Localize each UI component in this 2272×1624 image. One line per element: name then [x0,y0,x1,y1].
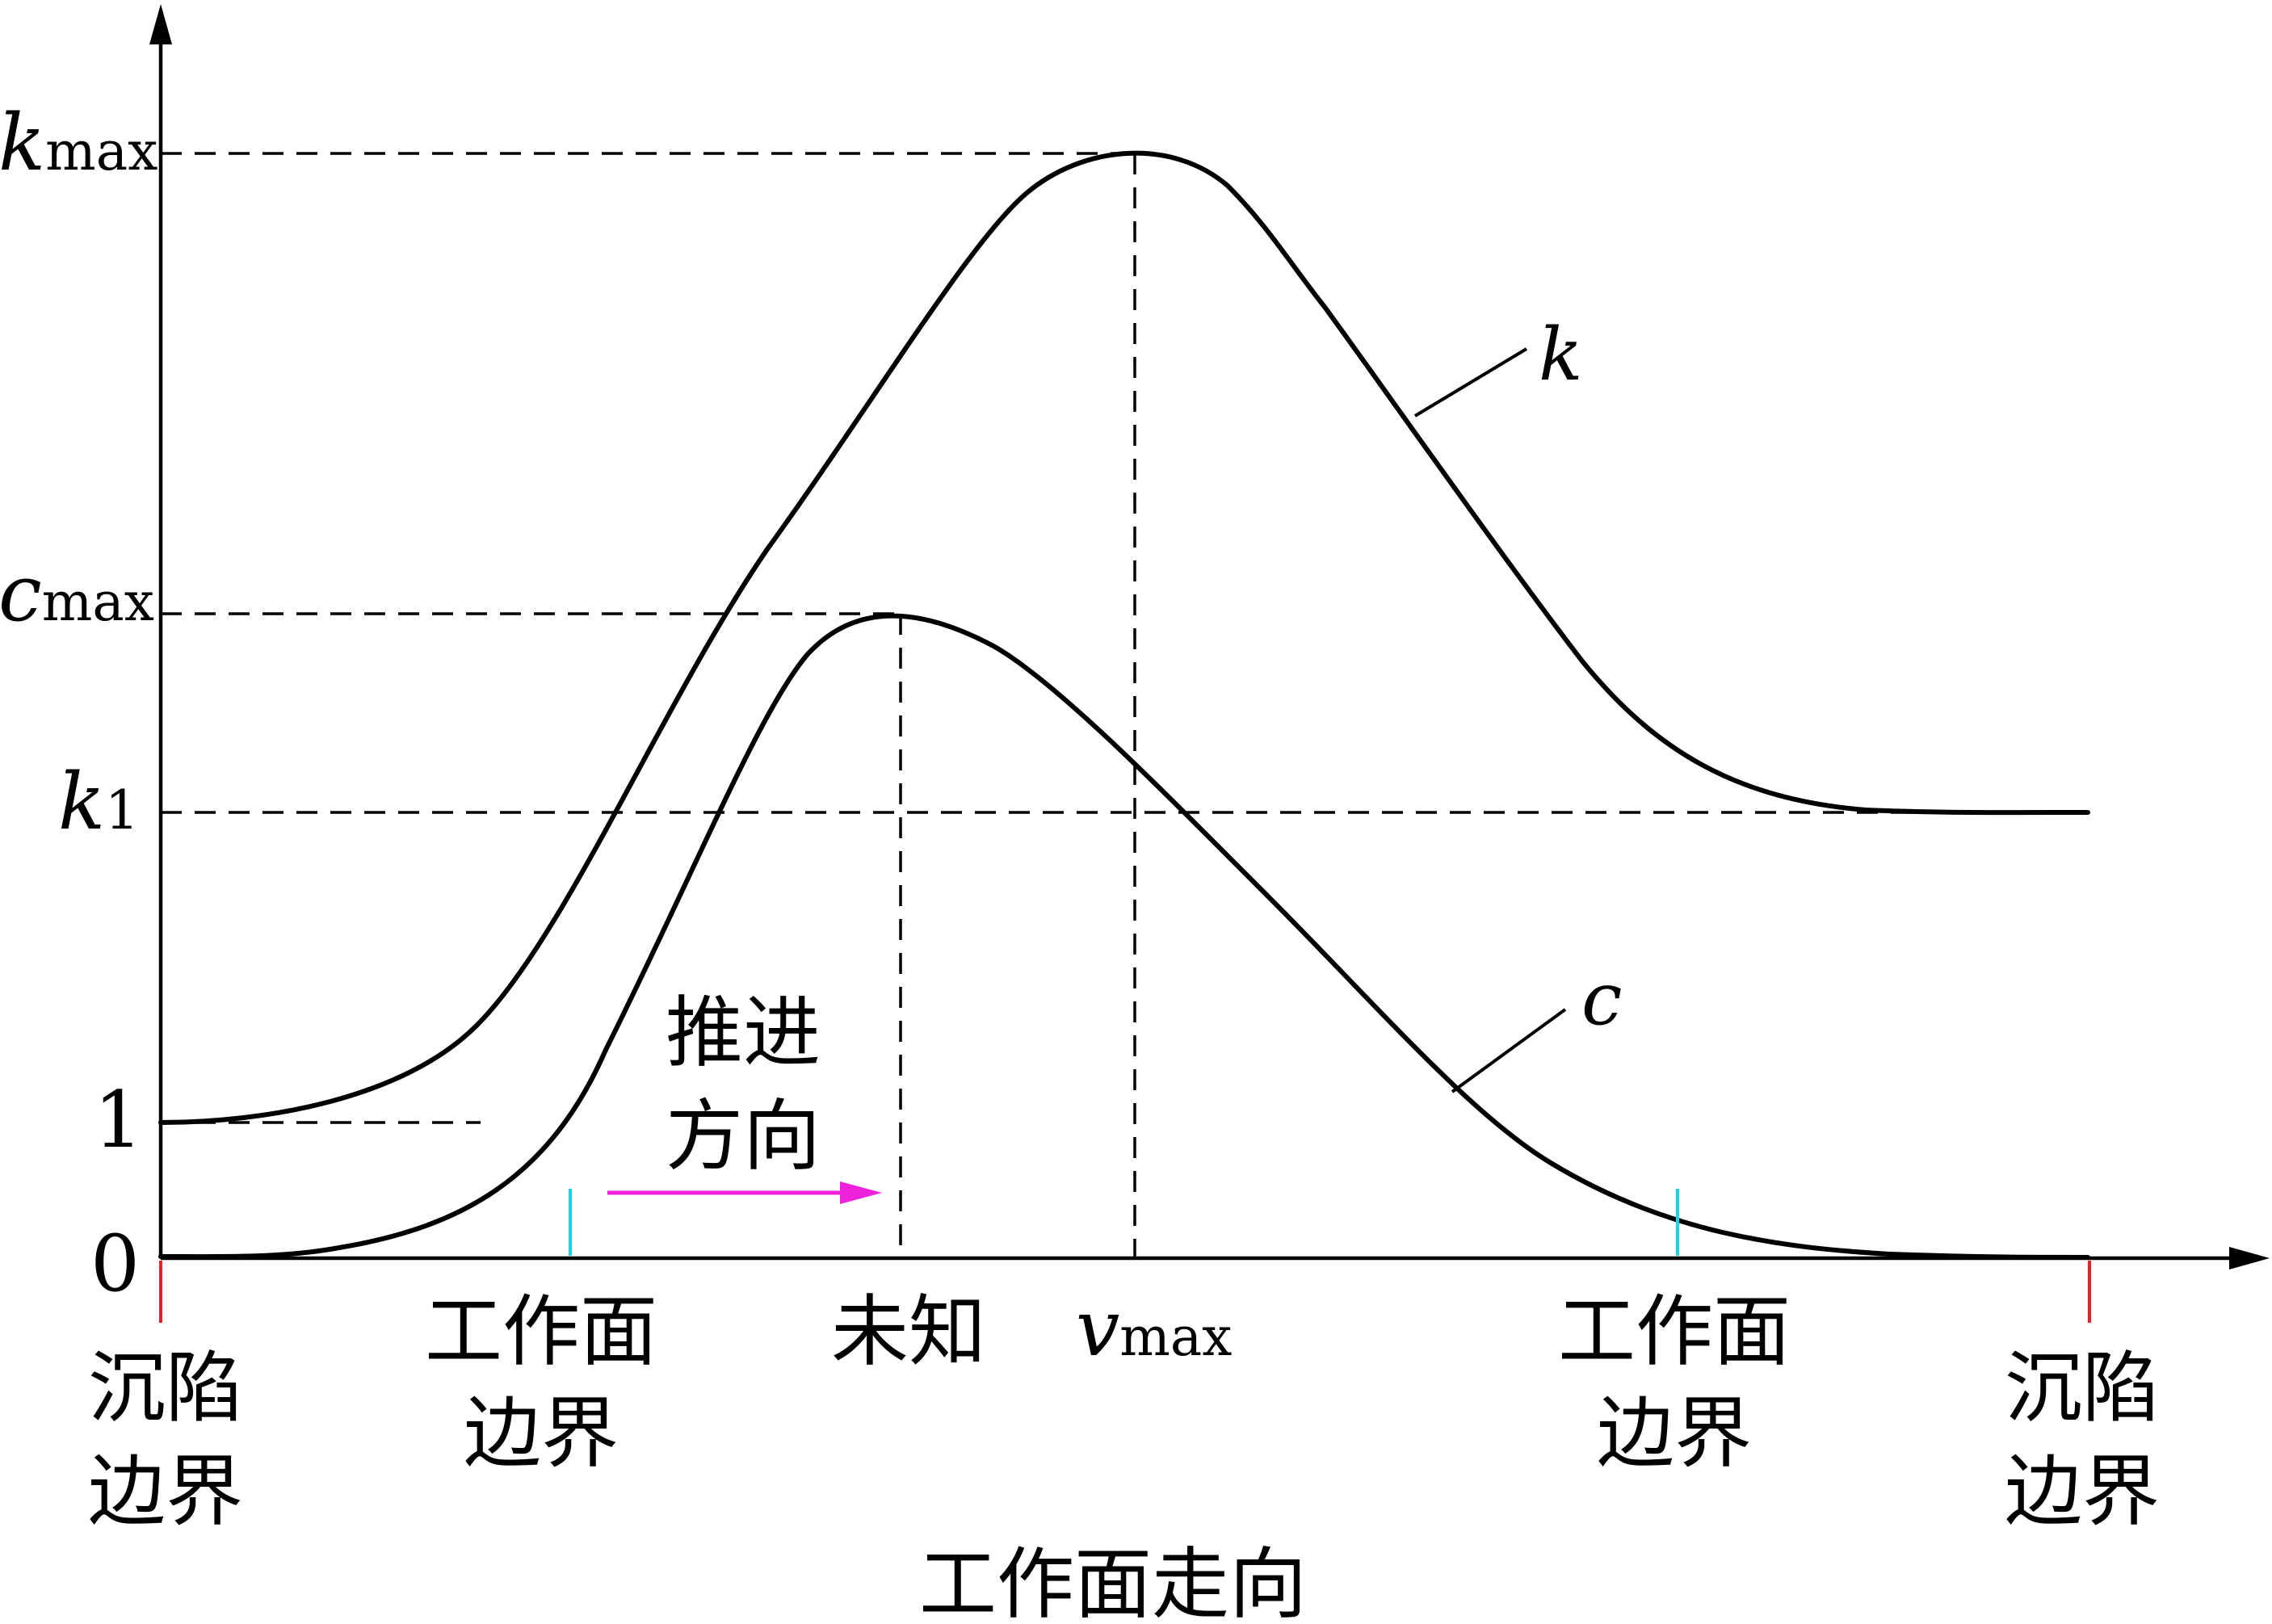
advance-direction-label-line1: 推进 [666,988,821,1078]
face-boundary-right-label-1: 工作面 [1558,1286,1791,1377]
cmax-label: cmax [0,548,154,639]
y-axis-arrowhead [149,4,172,44]
k-curve [158,150,2090,1125]
x-axis-arrowhead [2229,1247,2270,1269]
x-axis-title: 工作面走向 [919,1539,1307,1624]
face-boundary-right-label-2: 边界 [1597,1388,1752,1479]
vmax-label: vmax [1076,1283,1232,1374]
unknown-label: 未知 [831,1286,986,1377]
advance-direction-label-line2: 方向 [666,1091,821,1181]
y-zero-label: 0 [90,1219,140,1309]
c-curve [158,613,2090,1260]
k-curve-label: k [1539,313,1583,397]
subsidence-boundary-right-label-2: 边界 [2005,1446,2160,1537]
face-boundary-left-label-2: 边界 [464,1388,619,1479]
advance-direction-arrow-icon [840,1181,882,1204]
kmax-label: kmax [0,98,157,188]
y-one-label: 1 [94,1075,143,1165]
subsidence-boundary-left-label-2: 边界 [88,1446,243,1537]
subsidence-boundary-right-label-1: 沉陷 [2005,1343,2160,1433]
face-boundary-left-label-1: 工作面 [425,1286,657,1377]
k1-label: k1 [58,757,139,847]
subsidence-boundary-left-label-1: 沉陷 [88,1343,243,1433]
k-leader-line [1413,347,1528,418]
c-leader-line [1451,1008,1567,1093]
c-curve-label: c [1581,957,1622,1042]
